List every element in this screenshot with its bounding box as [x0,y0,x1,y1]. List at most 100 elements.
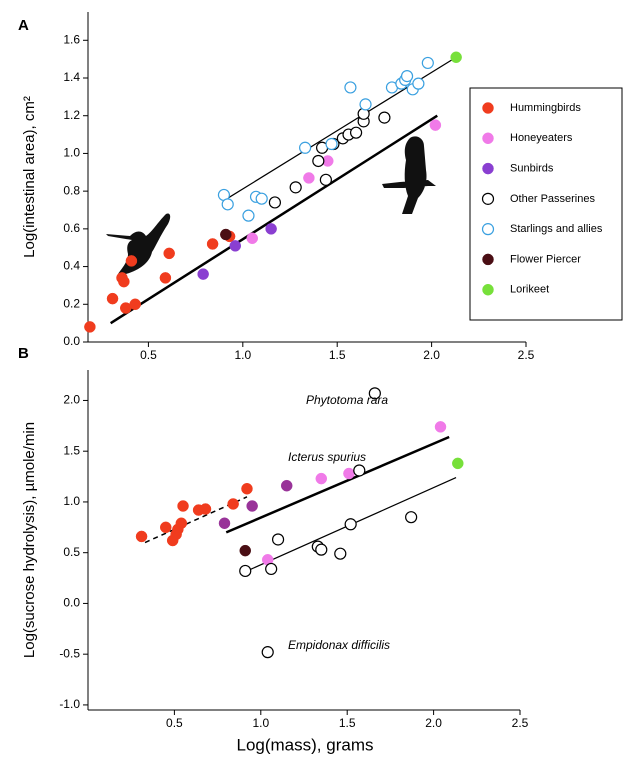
data-point [315,472,328,485]
y-tick-label: 1.0 [63,494,80,508]
data-point [303,172,315,184]
data-point [378,111,391,124]
fit-line [225,435,450,534]
data-point [84,321,96,333]
data-point [434,421,447,433]
x-tick-label: 0.5 [140,348,157,362]
x-tick-label: 1.5 [339,716,356,730]
y-tick-label: 1.2 [63,108,80,122]
data-point [405,511,418,524]
x-tick-label: 1.0 [234,348,251,362]
data-point [265,562,278,576]
legend-marker [482,102,494,114]
y-tick-label: 0.0 [63,596,80,610]
y-tick-label: 0.0 [63,334,80,348]
data-point [312,154,325,168]
data-point [268,196,282,209]
y-tick-label: 0.5 [63,545,80,559]
panel-label: A [18,17,29,34]
data-point [349,126,363,139]
y-tick-label: 0.8 [63,183,80,197]
data-point [299,141,312,154]
y-tick-label: -0.5 [59,646,80,660]
legend-marker [482,253,494,266]
legend-label: Flower Piercer [510,253,581,265]
legend-marker [481,223,495,236]
y-tick-label: 1.4 [63,70,80,84]
x-tick-label: 1.0 [252,716,269,730]
legend-box [469,87,623,321]
data-point [289,181,302,194]
data-point [221,198,234,211]
data-point [246,500,258,512]
data-point [344,81,357,94]
data-point [241,482,253,495]
legend-label: Lorikeet [510,284,549,296]
x-tick-label: 0.5 [166,716,183,730]
data-point [261,646,274,659]
data-point [159,272,172,284]
y-axis-label: Log(sucrose hydrolysis), µmole/min [21,422,38,658]
data-point [125,255,138,267]
annotation: Empidonax difficilis [288,638,390,652]
legend-label: Sunbirds [510,162,554,174]
legend-marker [482,132,494,145]
y-tick-label: 0.2 [63,296,80,310]
data-point [319,173,332,186]
data-point [220,228,232,241]
y-tick-label: 1.0 [63,146,80,160]
data-point [129,298,141,311]
y-tick-label: 1.6 [63,32,80,46]
x-tick-label: 2.5 [512,716,529,730]
data-point [280,479,293,492]
data-point [118,275,130,288]
data-point [199,503,212,515]
data-point [206,238,219,250]
data-point [163,247,175,260]
data-point [343,467,355,480]
y-tick-label: 2.0 [63,393,80,407]
data-point [315,543,328,556]
data-point [359,98,372,111]
data-point [135,530,148,543]
data-point [344,518,357,531]
data-point [160,521,172,534]
legend-marker [482,283,494,296]
data-point [255,192,268,205]
data-point [412,77,425,90]
x-tick-label: 2.0 [423,348,440,362]
data-point [334,547,347,560]
data-point [227,498,239,510]
data-point [197,268,209,280]
annotation: Phytotoma rara [306,393,388,407]
legend-label: Honeyeaters [510,132,573,144]
hummingbird-silhouette [106,213,171,274]
y-tick-label: 0.4 [63,259,80,273]
bird-silhouette [382,136,436,214]
data-point [229,240,242,252]
data-point [353,464,366,477]
data-point [246,232,258,245]
data-point [368,387,381,400]
data-point [450,51,462,64]
x-tick-label: 2.5 [518,348,535,362]
data-point [106,292,119,305]
legend-label: Hummingbirds [510,102,581,114]
data-point [452,457,464,470]
legend-label: Starlings and allies [510,223,603,235]
legend-marker [482,162,494,175]
legend-marker [481,192,495,205]
data-point [239,564,252,578]
legend-label: Other Passerines [510,193,595,205]
data-point [429,119,442,131]
data-point [242,209,255,222]
y-tick-label: 1.5 [63,443,80,457]
data-point [239,544,251,557]
data-point [175,517,188,530]
data-point [325,137,338,151]
data-point [421,56,434,70]
x-axis-label: Log(mass), grams [237,735,374,754]
x-tick-label: 2.0 [425,716,442,730]
